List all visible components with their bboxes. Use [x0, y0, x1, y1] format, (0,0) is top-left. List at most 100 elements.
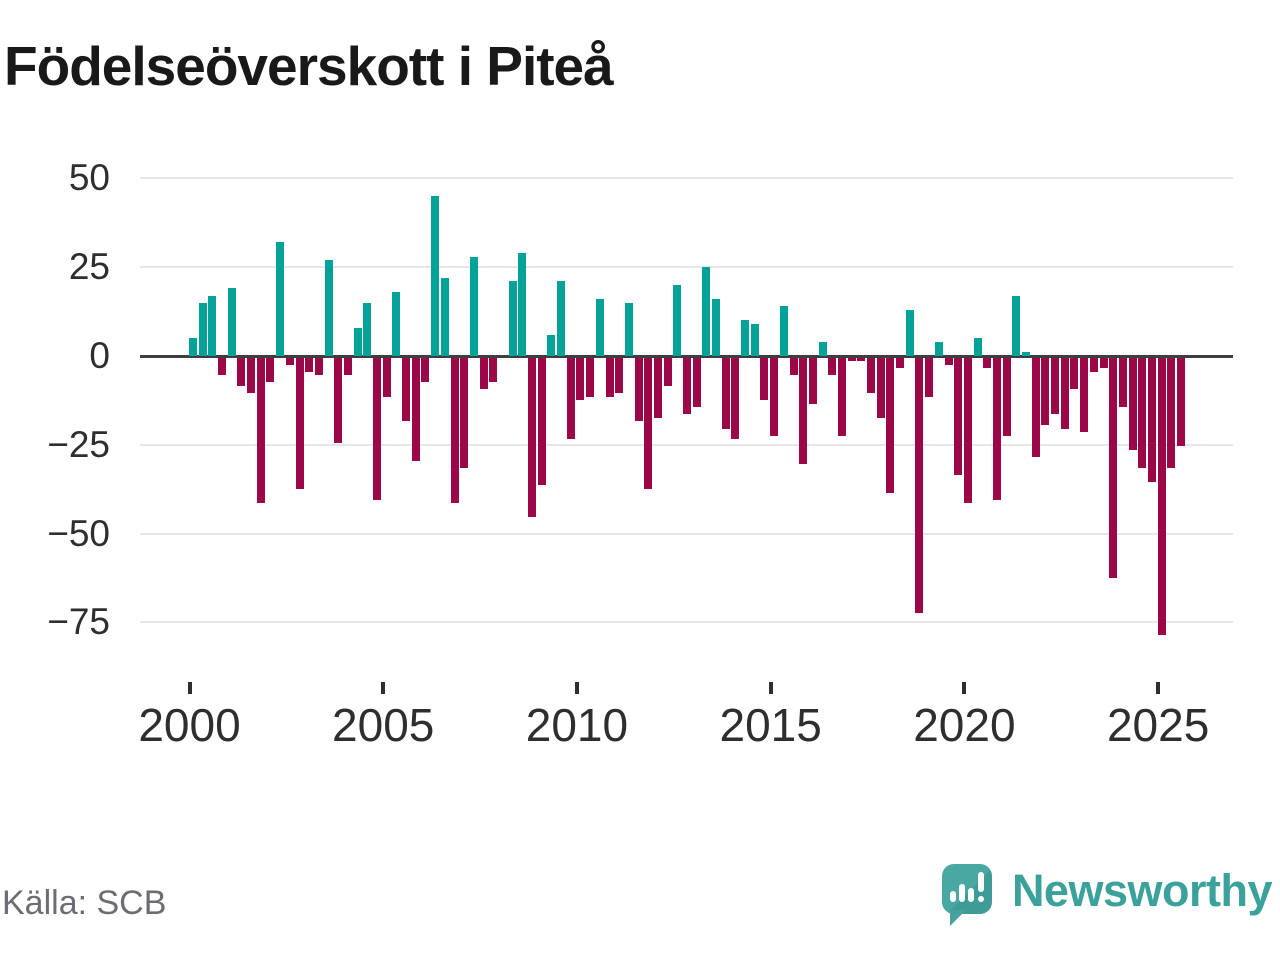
bar-2008Q3	[518, 252, 527, 356]
bar-2016Q1	[808, 357, 817, 404]
bar-2015Q2	[779, 306, 788, 356]
x-axis-label: 2015	[719, 699, 822, 751]
bar-2014Q4	[760, 357, 769, 401]
bar-2010Q1	[576, 357, 585, 401]
bar-2007Q3	[479, 357, 488, 390]
bar-2025Q2	[1167, 357, 1176, 468]
bar-2021Q2	[1012, 295, 1021, 356]
bar-2005Q3	[402, 357, 411, 422]
logo-bar-2	[958, 884, 965, 902]
bar-2015Q4	[799, 357, 808, 465]
bar-2003Q1	[305, 357, 314, 372]
bar-2012Q1	[653, 357, 662, 418]
bar-2013Q1	[692, 357, 701, 408]
bar-2008Q4	[528, 357, 537, 518]
bar-2003Q3	[324, 260, 333, 356]
bar-2011Q1	[615, 357, 624, 394]
gridline--50	[140, 532, 1233, 535]
x-tick-2000	[187, 682, 192, 694]
chart-title: Födelseöverskott i Piteå	[4, 35, 614, 97]
bar-2000Q2	[198, 302, 207, 356]
bar-2023Q4	[1109, 357, 1118, 578]
bar-2009Q2	[547, 334, 556, 356]
bar-2011Q2	[624, 302, 633, 356]
bar-2020Q2	[973, 338, 982, 356]
bar-2016Q3	[828, 357, 837, 376]
bar-2010Q4	[605, 357, 614, 397]
x-axis-label: 2025	[1106, 699, 1210, 751]
bar-2022Q2	[1051, 357, 1060, 415]
bar-2006Q4	[450, 357, 459, 504]
bar-2013Q4	[721, 357, 730, 429]
x-tick-2005	[381, 682, 386, 694]
bar-2023Q2	[1089, 357, 1098, 372]
bar-2004Q4	[373, 357, 382, 500]
logo-bar-3	[967, 888, 974, 902]
y-axis-label: −75	[47, 601, 110, 643]
bar-2019Q4	[954, 357, 963, 475]
bar-2016Q2	[818, 341, 827, 356]
bar-2014Q2	[741, 320, 750, 356]
x-tick-2015	[768, 682, 773, 694]
bar-2022Q4	[1070, 357, 1079, 390]
y-axis-label: 50	[68, 157, 110, 199]
bar-2013Q2	[702, 267, 711, 356]
bar-2024Q1	[1118, 357, 1127, 408]
logo-exclamation-bar	[977, 872, 984, 892]
x-axis-label: 2010	[525, 699, 629, 751]
gridline--25	[140, 443, 1233, 446]
bar-2006Q1	[421, 357, 430, 383]
bar-2021Q3	[1022, 352, 1031, 356]
bar-2019Q2	[934, 341, 943, 356]
bar-2020Q3	[983, 357, 992, 369]
y-axis-label: −50	[47, 512, 110, 554]
bar-2011Q4	[644, 357, 653, 489]
bar-2001Q1	[227, 288, 236, 356]
bar-2005Q1	[382, 357, 391, 397]
logo-exclamation-dot	[977, 896, 984, 902]
bar-2000Q3	[208, 295, 217, 356]
speech-bubble-tail	[949, 910, 966, 926]
bar-2019Q3	[944, 357, 953, 365]
bar-2002Q4	[295, 357, 304, 489]
x-axis-label: 2000	[138, 699, 241, 751]
bar-2021Q1	[1002, 357, 1011, 436]
brand-footer: Newsworthy	[941, 860, 1273, 930]
bar-2004Q3	[363, 302, 372, 356]
bar-2020Q4	[992, 357, 1001, 500]
bar-2005Q2	[392, 292, 401, 356]
bar-2007Q2	[469, 256, 478, 356]
bar-2002Q1	[266, 357, 275, 383]
bar-2022Q1	[1041, 357, 1050, 425]
gridline--75	[140, 621, 1233, 624]
bar-2006Q2	[431, 196, 440, 356]
x-tick-2010	[574, 682, 579, 694]
bar-2002Q3	[285, 357, 294, 365]
bar-2014Q3	[750, 324, 759, 356]
bar-2022Q3	[1060, 357, 1069, 429]
x-tick-2025	[1156, 682, 1161, 694]
bar-2003Q2	[314, 357, 323, 376]
gridline-25	[140, 266, 1233, 269]
bar-2010Q3	[595, 299, 604, 356]
bar-2015Q3	[789, 357, 798, 376]
bar-2024Q2	[1128, 357, 1137, 450]
x-tick-2020	[962, 682, 967, 694]
logo-bar-1	[949, 891, 956, 902]
bar-2012Q4	[683, 357, 691, 415]
bar-2005Q4	[411, 357, 420, 461]
y-axis-label: −25	[47, 423, 110, 465]
bar-2019Q1	[925, 357, 934, 397]
gridline-50	[140, 177, 1233, 180]
bar-2017Q3	[867, 357, 876, 394]
newsworthy-logo-icon	[941, 864, 992, 926]
gridline-0	[140, 354, 1233, 358]
bar-2000Q1	[189, 338, 197, 356]
bar-2001Q4	[256, 357, 265, 504]
bar-2023Q3	[1099, 357, 1108, 369]
bar-2011Q3	[634, 357, 643, 422]
x-axis-label: 2005	[332, 699, 435, 751]
bar-2025Q1	[1157, 357, 1166, 635]
